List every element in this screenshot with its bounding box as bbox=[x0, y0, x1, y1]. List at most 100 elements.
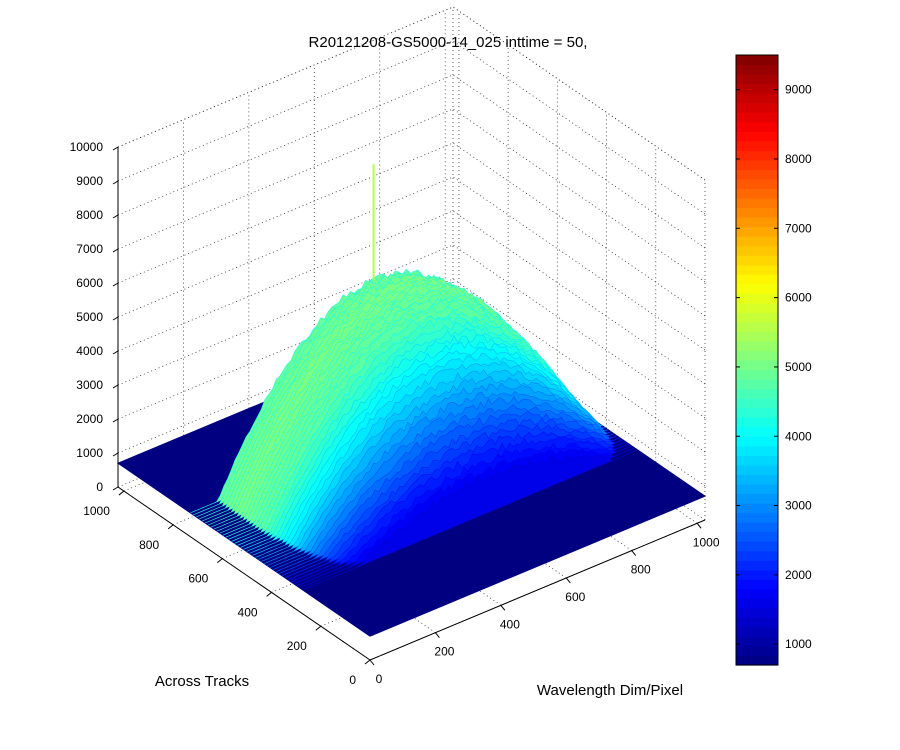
y-tick-label: 200 bbox=[287, 639, 307, 653]
colorbar-segment bbox=[736, 55, 778, 66]
z-tick-label: 8000 bbox=[76, 208, 103, 222]
grid-line bbox=[452, 108, 706, 283]
colorbar-tick-label: 3000 bbox=[785, 499, 812, 513]
grid-line bbox=[452, 210, 706, 385]
colorbar-segment bbox=[736, 340, 778, 352]
colorbar-segment bbox=[736, 312, 778, 323]
x-tick-label: 1000 bbox=[693, 535, 720, 549]
colorbar-segment bbox=[736, 388, 778, 399]
grid-line bbox=[117, 244, 454, 386]
colorbar-segment bbox=[736, 493, 778, 504]
colorbar-segment bbox=[736, 236, 778, 247]
grid-line bbox=[117, 74, 454, 216]
grid-line bbox=[117, 312, 454, 454]
x-tick-mark bbox=[369, 659, 375, 666]
z-tick-mark bbox=[112, 282, 119, 287]
colorbar-segment bbox=[736, 560, 778, 571]
colorbar-segment bbox=[736, 626, 778, 638]
colorbar-segment bbox=[736, 512, 778, 523]
x-tick-mark bbox=[696, 522, 702, 529]
colorbar-segment bbox=[736, 636, 778, 647]
colorbar-tick-label: 4000 bbox=[785, 429, 812, 443]
colorbar-segment bbox=[736, 483, 778, 495]
colorbar-segment bbox=[736, 541, 778, 552]
grid-line bbox=[452, 74, 706, 249]
colorbar-segment bbox=[736, 255, 778, 266]
x-tick-mark bbox=[500, 605, 506, 611]
colorbar-segment bbox=[736, 93, 778, 104]
colorbar-segment bbox=[736, 617, 778, 628]
y-tick-label: 1000 bbox=[83, 504, 110, 518]
colorbar-segment bbox=[736, 398, 778, 409]
grid-line bbox=[452, 278, 706, 453]
y-tick-label: 0 bbox=[349, 673, 356, 687]
colorbar-segment bbox=[736, 283, 778, 294]
grid-line bbox=[452, 40, 706, 215]
chart-title: R20121208-GS5000-14_025 inttime = 50, bbox=[309, 34, 588, 51]
colorbar-segment bbox=[736, 74, 778, 85]
colorbar-segment bbox=[736, 598, 778, 609]
colorbar-segment bbox=[736, 83, 778, 94]
colorbar-segment bbox=[736, 464, 778, 475]
z-tick-label: 3000 bbox=[76, 378, 103, 392]
y-tick-mark bbox=[266, 592, 272, 597]
colorbar-frame bbox=[735, 54, 779, 666]
z-tick-label: 4000 bbox=[76, 344, 103, 358]
colorbar-tick-label: 9000 bbox=[785, 83, 812, 97]
colorbar-segment bbox=[736, 140, 778, 151]
grid-line bbox=[452, 176, 706, 351]
y-axis-label: Across Tracks bbox=[155, 673, 249, 690]
x-tick-mark bbox=[565, 577, 571, 584]
colorbar-segment bbox=[736, 474, 778, 485]
colorbar-segment bbox=[736, 274, 778, 285]
colorbar-segment bbox=[736, 217, 778, 228]
colorbar-segment bbox=[736, 579, 778, 590]
z-tick-label: 0 bbox=[96, 480, 103, 494]
colorbar-segment bbox=[736, 331, 778, 342]
colorbar-segment bbox=[736, 188, 778, 199]
colorbar-segment bbox=[736, 169, 778, 180]
colorbar-tick-label: 1000 bbox=[785, 637, 812, 651]
colorbar-segment bbox=[736, 197, 778, 209]
colorbar-segment bbox=[736, 502, 778, 514]
colorbar-segment bbox=[736, 159, 778, 170]
y-tick-label: 400 bbox=[238, 605, 258, 619]
box-edge bbox=[452, 6, 706, 181]
z-tick-label: 5000 bbox=[76, 310, 103, 324]
colorbar-segment bbox=[736, 245, 778, 256]
y-tick-mark bbox=[315, 625, 322, 631]
z-tick-mark bbox=[112, 418, 119, 423]
z-tick-label: 2000 bbox=[76, 412, 103, 426]
y-tick-label: 800 bbox=[139, 538, 159, 552]
z-tick-mark bbox=[112, 146, 119, 151]
grid-line bbox=[117, 142, 454, 284]
z-tick-mark bbox=[112, 384, 119, 389]
y-tick-mark bbox=[118, 490, 125, 496]
y-axis-line bbox=[117, 486, 371, 661]
colorbar-segment bbox=[736, 645, 778, 657]
z-tick-label: 9000 bbox=[76, 174, 103, 188]
colorbar-segment bbox=[736, 112, 778, 123]
colorbar-segment bbox=[736, 350, 778, 361]
colorbar-segment bbox=[736, 550, 778, 561]
z-tick-label: 6000 bbox=[76, 276, 103, 290]
colorbar-segment bbox=[736, 121, 778, 132]
colorbar-segment bbox=[736, 207, 778, 218]
y-tick-mark bbox=[167, 524, 174, 530]
colorbar-segment bbox=[736, 293, 778, 304]
colorbar-segment bbox=[736, 321, 778, 333]
z-tick-mark bbox=[112, 486, 119, 491]
z-tick-mark bbox=[112, 452, 119, 457]
grid-line bbox=[452, 142, 706, 317]
x-tick-label: 400 bbox=[500, 617, 520, 631]
grid-line bbox=[117, 108, 454, 250]
x-tick-label: 0 bbox=[376, 672, 383, 686]
z-tick-mark bbox=[112, 316, 119, 321]
grid-line bbox=[117, 40, 454, 182]
z-tick-mark bbox=[112, 180, 119, 185]
colorbar-tick-label: 2000 bbox=[785, 568, 812, 582]
y-tick-mark bbox=[217, 558, 223, 564]
grid-line bbox=[452, 244, 706, 419]
